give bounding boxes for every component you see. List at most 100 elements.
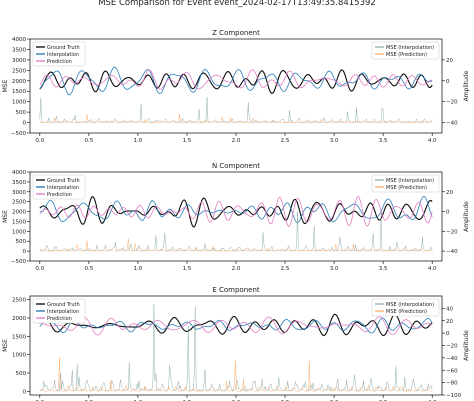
y-axis-label: MSE — [2, 79, 9, 92]
legend-box — [32, 298, 86, 324]
x-tick-label: 1.0 — [134, 138, 143, 144]
y-tick-label: 2500 — [12, 200, 26, 206]
series-prediction — [39, 196, 433, 227]
y-tick-label: 3000 — [12, 58, 26, 64]
subplot-3: E Component 0 500 1000 1500 2000 2500 −100 −80 −6… — [2, 286, 470, 401]
x-tick-label: 2.5 — [281, 138, 290, 144]
y-tick-label: 1500 — [12, 89, 26, 95]
y-tick-label: 500 — [16, 371, 27, 377]
legend-label: Prediction — [47, 316, 72, 322]
y-tick-label: 3500 — [12, 180, 26, 186]
x-tick-label: 4.0 — [428, 266, 437, 272]
y-tick-label: 1000 — [12, 100, 26, 106]
x-tick-label: 3.5 — [379, 266, 388, 272]
y2-tick-label: 20 — [446, 319, 453, 325]
y2-tick-label: 0 — [446, 331, 450, 337]
subplot-title: E Component — [212, 286, 260, 294]
y-tick-label: 1500 — [12, 334, 26, 340]
y-tick-label: 4000 — [12, 37, 26, 43]
series-interpolation — [39, 317, 433, 334]
legend-label: Ground Truth — [47, 45, 80, 51]
x-tick-label: 1.5 — [183, 266, 192, 272]
y2-tick-label: −20 — [446, 100, 458, 106]
y-tick-label: 1000 — [12, 229, 26, 235]
subplot-1: Z Component −500 0 500 1000 1500 2000 2500 3000 3… — [2, 29, 470, 144]
y2-axis-label: Amplitude — [463, 70, 470, 101]
y-tick-label: 0 — [23, 121, 27, 127]
y-axis-label: MSE — [2, 210, 9, 223]
x-tick-label: 4.0 — [428, 138, 437, 144]
legend-right: MSE (Interpolation)MSE (Prediction) — [371, 174, 440, 193]
y-axis-label: MSE — [2, 339, 9, 352]
x-tick-label: 1.5 — [183, 138, 192, 144]
y2-tick-label: −40 — [446, 121, 458, 127]
y2-tick-label: 0 — [446, 79, 450, 85]
y2-tick-label: 40 — [446, 306, 453, 312]
legend-label: Prediction — [47, 59, 72, 65]
series-mse-prediction — [39, 238, 433, 252]
y-tick-label: 2000 — [12, 210, 26, 216]
y2-tick-label: −20 — [446, 344, 458, 350]
legend-right: MSE (Interpolation)MSE (Prediction) — [371, 41, 440, 60]
y2-axis-label: Amplitude — [463, 201, 470, 232]
y-tick-label: 500 — [16, 110, 27, 116]
legend-box — [371, 41, 440, 60]
y2-tick-label: 20 — [446, 190, 453, 196]
series-mse-interpolation — [39, 97, 433, 124]
y2-tick-label: 20 — [446, 58, 453, 64]
subplot-2: N Component −500 0 500 1000 1500 2000 2500 3000 3… — [2, 162, 470, 272]
y-tick-label: 3500 — [12, 47, 26, 53]
legend-label: MSE (Interpolation) — [386, 302, 434, 308]
y2-tick-label: −40 — [446, 249, 458, 255]
legend-label: Interpolation — [47, 309, 79, 315]
y-tick-label: 3000 — [12, 190, 26, 196]
series-prediction — [39, 69, 433, 90]
legend-label: MSE (Prediction) — [386, 52, 427, 58]
y-tick-label: 2500 — [12, 68, 26, 74]
legend-box — [32, 41, 86, 67]
y2-tick-label: 0 — [446, 210, 450, 216]
legend-box — [32, 174, 86, 200]
legend-label: MSE (Prediction) — [386, 185, 427, 191]
legend-right: MSE (Interpolation)MSE (Prediction) — [371, 298, 440, 317]
series-mse-prediction — [39, 113, 433, 123]
series-prediction — [39, 316, 433, 336]
x-tick-label: 2.0 — [232, 138, 241, 144]
y-tick-label: 2500 — [12, 298, 26, 304]
y2-tick-label: −20 — [446, 229, 458, 235]
y-tick-label: 2000 — [12, 79, 26, 85]
series-ground-truth — [39, 69, 433, 95]
y-tick-label: 0 — [23, 389, 27, 395]
y2-tick-label: −60 — [446, 368, 458, 374]
x-tick-label: 0.5 — [84, 266, 93, 272]
series-mse-interpolation — [39, 304, 433, 392]
legend-box — [371, 174, 440, 193]
x-tick-label: 0.0 — [35, 266, 44, 272]
legend-label: MSE (Interpolation) — [386, 45, 434, 51]
x-tick-label: 3.0 — [330, 266, 339, 272]
series-ground-truth — [39, 196, 433, 228]
subplot-title: Z Component — [212, 29, 260, 37]
y2-tick-label: −80 — [446, 381, 458, 387]
subplot-title: N Component — [212, 162, 260, 170]
y2-tick-label: −40 — [446, 356, 458, 362]
series-mse-prediction — [39, 357, 433, 392]
x-tick-label: 2.5 — [281, 266, 290, 272]
legend-label: Prediction — [47, 192, 72, 198]
y-tick-label: 500 — [16, 239, 27, 245]
x-tick-label: 1.0 — [134, 266, 143, 272]
series-interpolation — [39, 195, 433, 224]
legend-label: MSE (Prediction) — [386, 309, 427, 315]
y2-axis-label: Amplitude — [463, 330, 470, 361]
series-interpolation — [39, 66, 433, 96]
y-tick-label: 1500 — [12, 219, 26, 225]
legend-label: Interpolation — [47, 185, 79, 191]
y-tick-label: 0 — [23, 249, 27, 255]
y-tick-label: 4000 — [12, 170, 26, 176]
legend-label: Ground Truth — [47, 302, 80, 308]
y-tick-label: −500 — [11, 131, 27, 137]
